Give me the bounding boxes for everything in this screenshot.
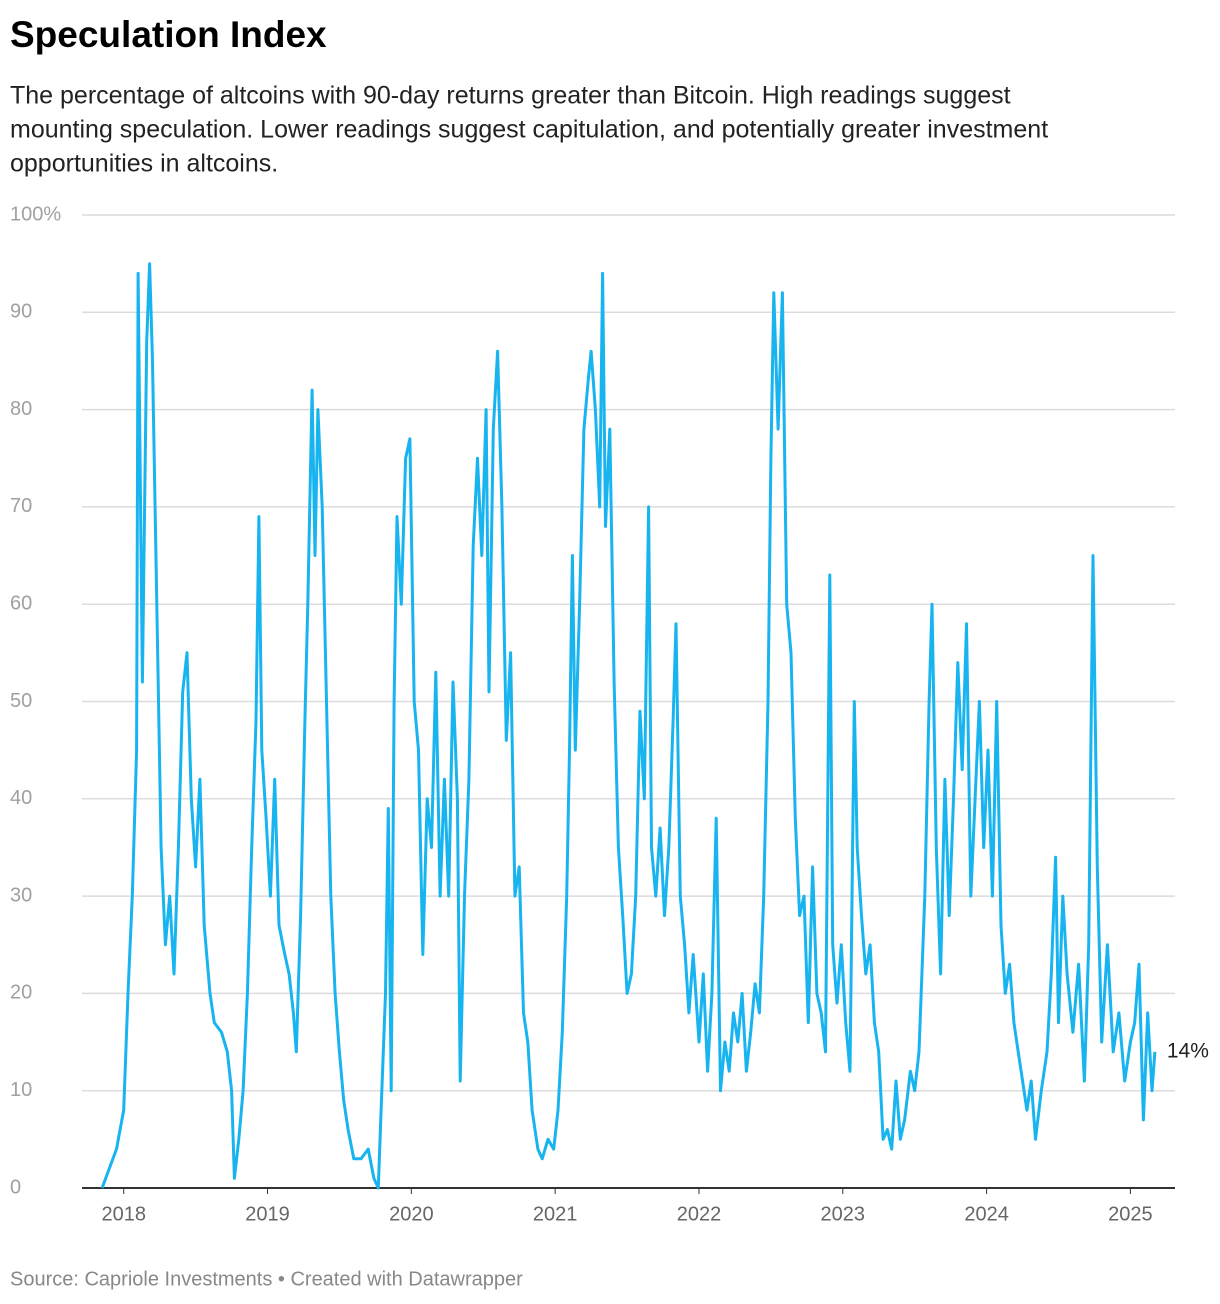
subtitle: The percentage of altcoins with 90-day r… [10,82,1011,110]
x-tick-label: 2024 [964,1203,1009,1225]
end-label: 14% [1167,1039,1209,1062]
subtitle: opportunities in altcoins. [10,150,278,178]
x-tick-label: 2018 [101,1203,146,1225]
chart-title: Speculation Index [10,14,327,55]
x-tick-label: 2025 [1108,1203,1153,1225]
y-tick-label: 40 [10,787,32,809]
line [100,262,1157,1190]
y-tick-label: 0 [10,1176,21,1198]
subtitle: mounting speculation. Lower readings sug… [10,116,1048,144]
y-tick-label: 20 [10,982,32,1004]
y-tick-label: 30 [10,884,32,906]
x-tick-label: 2022 [677,1203,722,1225]
y-tick-label: 10 [10,1079,32,1101]
y-tick-label: 100% [10,203,61,225]
y-tick-label: 80 [10,398,32,420]
y-tick-label: 60 [10,592,32,614]
x-tick-label: 2023 [821,1203,866,1225]
y-tick-label: 90 [10,301,32,323]
source: Source: Capriole Investments • Created w… [10,1268,523,1290]
x-tick-label: 2021 [533,1203,578,1225]
y-tick-label: 70 [10,495,32,517]
y-tick-label: 50 [10,690,32,712]
x-tick-label: 2019 [245,1203,290,1225]
x-tick-label: 2020 [389,1203,434,1225]
